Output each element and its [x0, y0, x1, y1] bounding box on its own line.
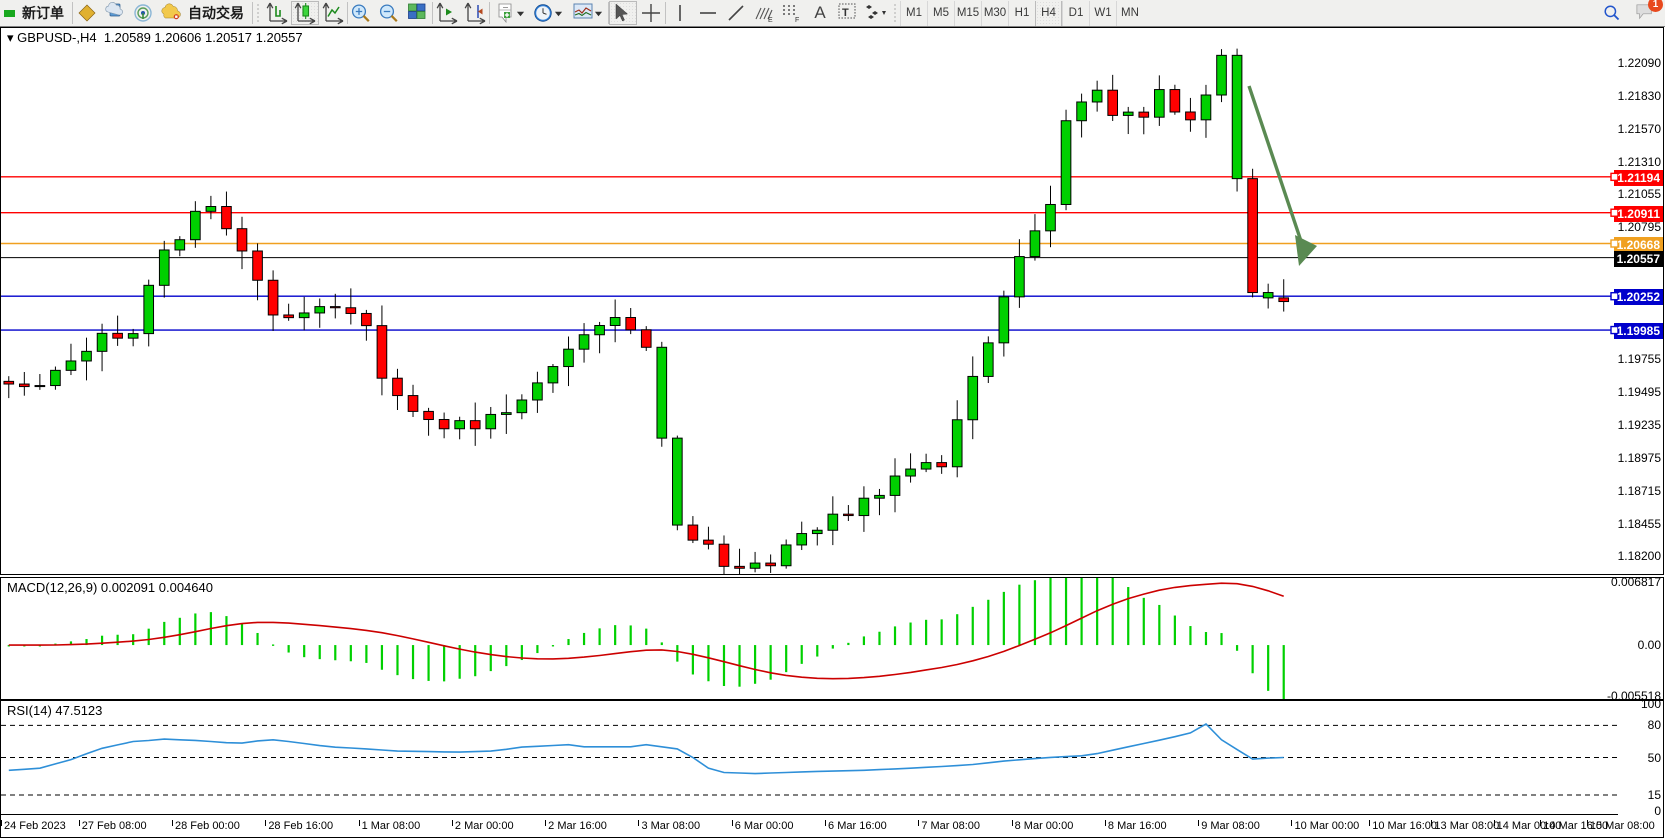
svg-text:F: F [795, 17, 799, 24]
svg-text:T: T [842, 7, 849, 19]
svg-text:E: E [768, 17, 773, 24]
